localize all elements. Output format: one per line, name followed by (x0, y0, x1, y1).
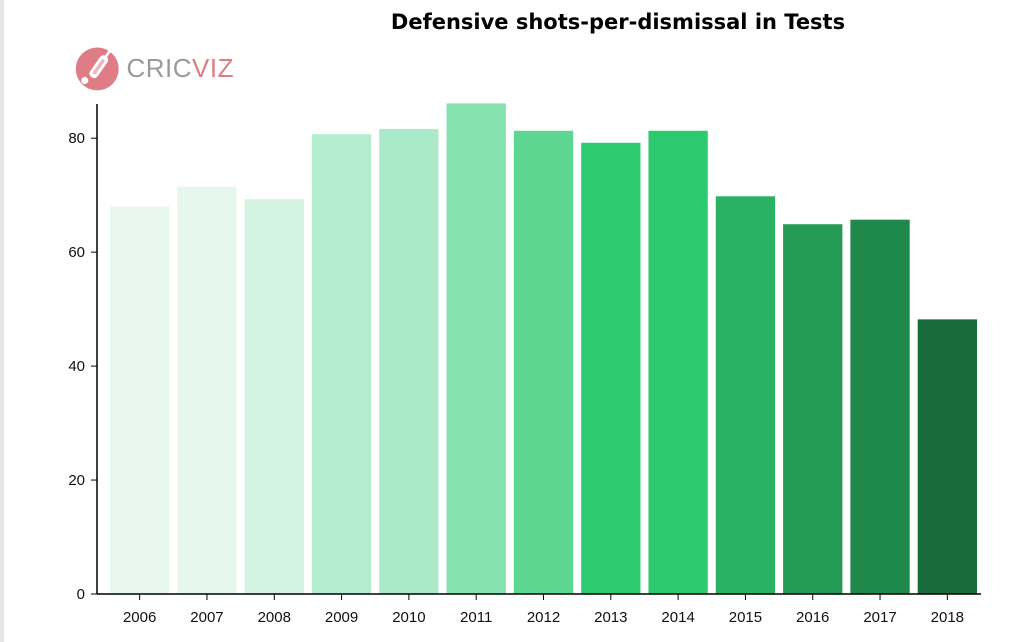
y-tick-label: 60 (68, 244, 85, 261)
bar-2008 (244, 199, 304, 594)
x-tick-label: 2008 (258, 609, 291, 626)
x-axis: 2006 2007 2008 2009 2010 2011 2012 2013 2014 2015… (97, 593, 981, 626)
x-tick-label: 2007 (190, 609, 223, 626)
logo-text-cric: CRIC (126, 52, 193, 83)
chart-title: Defensive shots-per-dismissal in Tests (390, 10, 846, 34)
x-tick-label: 2017 (863, 609, 896, 626)
x-tick-label: 2018 (931, 609, 964, 626)
x-tick-label: 2014 (661, 609, 694, 626)
cricviz-logo: CRICVIZ (74, 40, 234, 96)
bar-2009 (311, 134, 372, 594)
y-tick-label: 40 (68, 358, 85, 375)
x-tick-label: 2010 (392, 609, 425, 626)
y-tick-label: 0 (77, 586, 85, 603)
bars-group (110, 103, 977, 595)
bar-2010 (379, 129, 439, 594)
bar-2007 (177, 186, 237, 594)
cricket-bat-ball-icon (75, 47, 119, 91)
x-tick-label: 2012 (527, 609, 560, 626)
bar-2013 (581, 142, 641, 594)
x-tick-label: 2009 (325, 609, 358, 626)
logo-text-viz: VIZ (192, 52, 234, 83)
bar-2012 (513, 130, 574, 595)
bar-2016 (783, 224, 843, 594)
x-tick-label: 2006 (123, 609, 156, 626)
logo-wordmark: CRICVIZ (126, 53, 234, 84)
bar-2015 (715, 196, 776, 595)
bar-2011 (446, 103, 506, 594)
bar-2017 (850, 219, 910, 595)
x-tick-label: 2015 (729, 609, 762, 626)
bar-2006 (110, 206, 170, 594)
left-edge-strip (0, 0, 4, 642)
y-tick-label: 80 (68, 130, 85, 147)
y-tick-label: 20 (68, 472, 85, 489)
y-axis: 0 20 40 60 80 (68, 104, 98, 603)
x-tick-label: 2016 (796, 609, 829, 626)
bar-2018 (917, 319, 977, 594)
x-tick-label: 2013 (594, 609, 627, 626)
bar-2014 (648, 130, 708, 595)
x-tick-label: 2011 (460, 609, 492, 626)
